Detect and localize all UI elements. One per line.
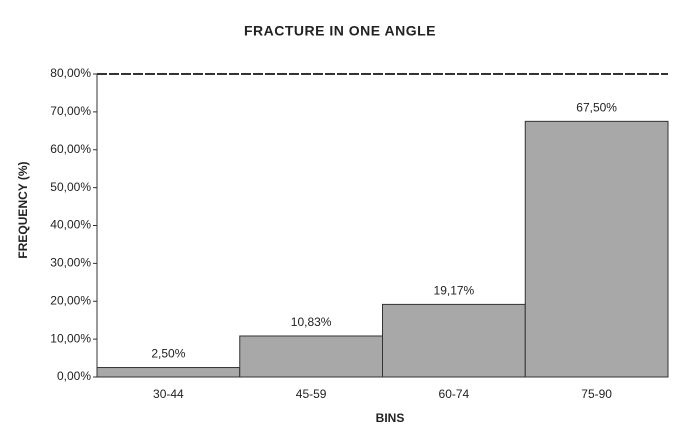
x-axis-label: BINS [376, 411, 405, 425]
value-label: 10,83% [291, 315, 332, 329]
y-tick-label: 0,00% [57, 369, 91, 383]
y-tick-label: 10,00% [50, 331, 91, 345]
value-label: 2,50% [151, 347, 185, 361]
y-tick-label: 60,00% [50, 142, 91, 156]
chart-title: FRACTURE IN ONE ANGLE [244, 23, 436, 39]
y-tick-label: 50,00% [50, 180, 91, 194]
bar [382, 303, 526, 378]
x-tick-label: 30-44 [153, 387, 184, 401]
value-label: 19,17% [434, 284, 475, 298]
y-axis-label: FREQUENCY (%) [16, 161, 30, 258]
value-label: 67,50% [576, 101, 617, 115]
bar [524, 120, 669, 378]
x-tick-label: 75-90 [581, 387, 612, 401]
y-tick-label: 30,00% [50, 256, 91, 270]
y-tick-label: 20,00% [50, 293, 91, 307]
bar [96, 367, 241, 378]
bar [239, 335, 383, 378]
y-tick-label: 80,00% [50, 66, 91, 80]
y-tick-label: 40,00% [50, 218, 91, 232]
x-tick-label: 45-59 [296, 387, 327, 401]
y-tick-label: 70,00% [50, 104, 91, 118]
x-tick-label: 60-74 [439, 387, 470, 401]
